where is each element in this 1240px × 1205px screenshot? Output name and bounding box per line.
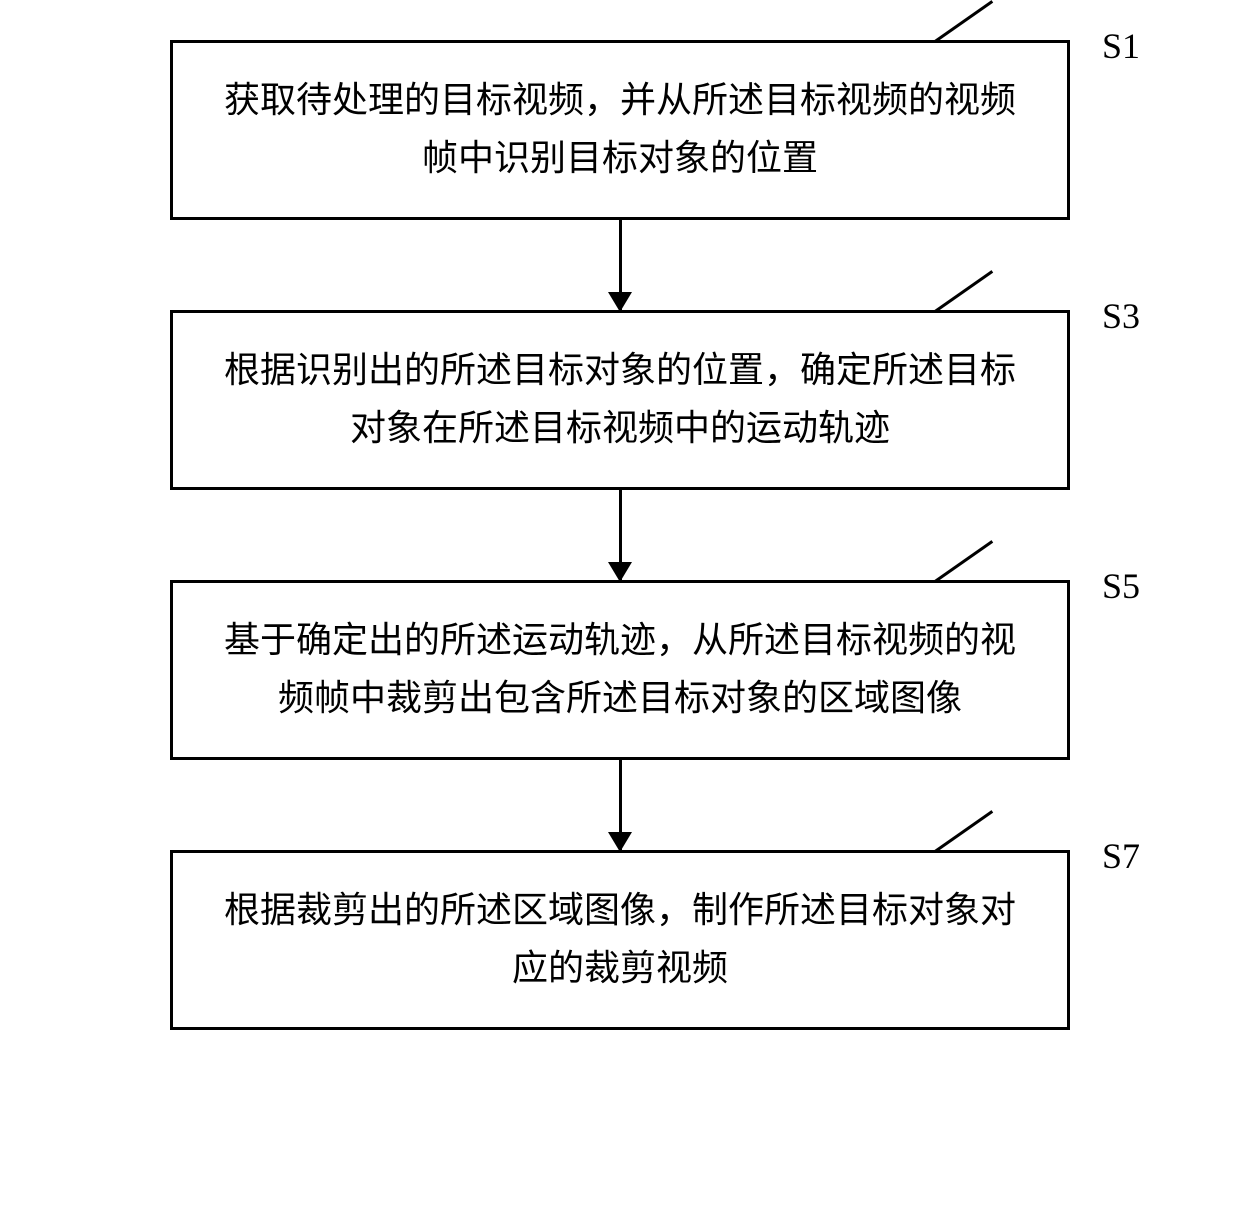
step-container-s5: S5 基于确定出的所述运动轨迹，从所述目标视频的视频帧中裁剪出包含所述目标对象的… [80, 580, 1160, 760]
step-text-s5: 基于确定出的所述运动轨迹，从所述目标视频的视频帧中裁剪出包含所述目标对象的区域图… [213, 612, 1027, 727]
connector-line-s7 [934, 810, 993, 853]
step-label-s7: S7 [1102, 835, 1140, 877]
step-container-s1: S1 获取待处理的目标视频，并从所述目标视频的视频帧中识别目标对象的位置 [80, 40, 1160, 220]
connector-line-s3 [934, 270, 993, 313]
step-label-s5: S5 [1102, 565, 1140, 607]
step-text-s1: 获取待处理的目标视频，并从所述目标视频的视频帧中识别目标对象的位置 [213, 72, 1027, 187]
step-box-s3: 根据识别出的所述目标对象的位置，确定所述目标对象在所述目标视频中的运动轨迹 [170, 310, 1070, 490]
step-box-s1: 获取待处理的目标视频，并从所述目标视频的视频帧中识别目标对象的位置 [170, 40, 1070, 220]
step-container-s7: S7 根据裁剪出的所述区域图像，制作所述目标对象对应的裁剪视频 [80, 850, 1160, 1030]
step-container-s3: S3 根据识别出的所述目标对象的位置，确定所述目标对象在所述目标视频中的运动轨迹 [80, 310, 1160, 490]
step-box-s7: 根据裁剪出的所述区域图像，制作所述目标对象对应的裁剪视频 [170, 850, 1070, 1030]
step-label-s3: S3 [1102, 295, 1140, 337]
arrow-s5-s7 [619, 760, 622, 850]
step-text-s7: 根据裁剪出的所述区域图像，制作所述目标对象对应的裁剪视频 [213, 882, 1027, 997]
connector-line-s5 [934, 540, 993, 583]
arrow-s1-s3 [619, 220, 622, 310]
step-label-s1: S1 [1102, 25, 1140, 67]
step-box-s5: 基于确定出的所述运动轨迹，从所述目标视频的视频帧中裁剪出包含所述目标对象的区域图… [170, 580, 1070, 760]
arrow-s3-s5 [619, 490, 622, 580]
flowchart-container: S1 获取待处理的目标视频，并从所述目标视频的视频帧中识别目标对象的位置 S3 … [80, 40, 1160, 1030]
step-text-s3: 根据识别出的所述目标对象的位置，确定所述目标对象在所述目标视频中的运动轨迹 [213, 342, 1027, 457]
connector-line-s1 [934, 0, 993, 43]
